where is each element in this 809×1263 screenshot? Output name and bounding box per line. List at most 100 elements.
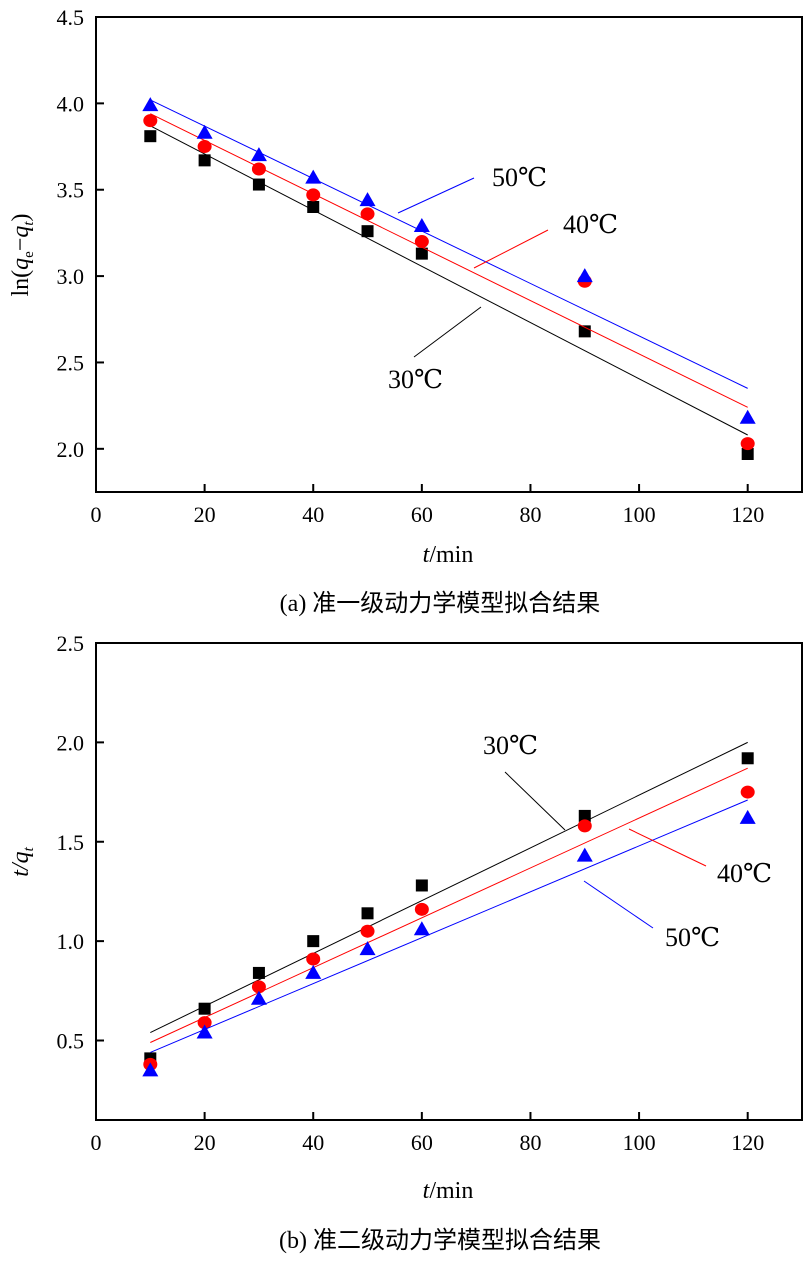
point-30c <box>198 1002 211 1015</box>
point-30c <box>252 178 265 191</box>
fit-line-40c <box>150 113 748 408</box>
point-50c <box>250 147 267 162</box>
point-40c <box>306 952 321 966</box>
point-50c <box>142 97 159 112</box>
annotation-30c-b: 30℃ <box>483 731 538 760</box>
x-tick-label: 20 <box>194 502 216 527</box>
chart-a-y-axis-label: ln(qe−qt) <box>8 213 37 296</box>
point-40c <box>251 162 266 176</box>
point-30c <box>361 907 374 920</box>
x-tick-label: 100 <box>623 1130 656 1155</box>
chart-b-marks <box>142 741 756 1077</box>
fit-line-40c <box>150 767 748 1043</box>
point-50c <box>359 192 376 207</box>
point-50c <box>576 268 593 283</box>
y-tick-label: 2.5 <box>57 631 85 656</box>
point-30c <box>307 935 320 948</box>
x-tick-label: 40 <box>302 1130 324 1155</box>
y-tick-label: 2.0 <box>57 437 85 462</box>
x-tick-label: 40 <box>302 502 324 527</box>
leader-50c-b <box>583 880 654 929</box>
chart-b-x-axis-label: t/min <box>423 1178 474 1204</box>
chart-b-y-axis-label: t/qt <box>8 846 37 876</box>
y-tick-label: 2.5 <box>57 350 85 375</box>
point-30c <box>415 247 428 260</box>
annotation-30c-a: 30℃ <box>388 365 443 394</box>
point-30c <box>198 154 211 167</box>
y-tick-label: 0.5 <box>57 1029 85 1054</box>
y-tick-label: 4.0 <box>57 91 85 116</box>
point-30c <box>741 752 754 765</box>
point-50c <box>739 409 756 424</box>
x-tick-label: 100 <box>623 502 656 527</box>
point-50c <box>305 964 322 979</box>
annotation-40c-b: 40℃ <box>717 859 772 888</box>
y-tick-label: 2.0 <box>57 730 85 755</box>
annotation-50c-a: 50℃ <box>492 163 547 192</box>
leader-50c-a <box>397 177 475 214</box>
point-40c <box>360 207 375 221</box>
y-label-q: q <box>8 258 34 270</box>
point-50c <box>359 941 376 956</box>
point-40c <box>360 924 375 938</box>
point-50c <box>196 1024 213 1039</box>
fit-line-30c <box>150 741 748 1033</box>
point-50c <box>739 809 756 824</box>
fit-line-50c <box>150 799 748 1053</box>
annotation-50c-b: 50℃ <box>665 923 720 952</box>
point-40c <box>740 785 755 799</box>
leader-30c-b <box>504 771 566 831</box>
point-30c <box>252 966 265 979</box>
point-40c <box>143 114 158 128</box>
chart-b-caption: (b) 准二级动力学模型拟合结果 <box>279 1227 601 1254</box>
y-label-sub-e: e <box>21 251 37 258</box>
leader-40c-a <box>473 229 549 269</box>
y-tick-label: 3.5 <box>57 178 85 203</box>
point-40c <box>197 140 212 154</box>
point-40c <box>414 902 429 916</box>
annotation-40c-a: 40℃ <box>563 210 618 239</box>
point-40c <box>414 235 429 249</box>
point-50c <box>413 218 430 232</box>
point-40c <box>306 188 321 202</box>
chart-b-ticks: 0 20 40 60 80 100 120 0.5 1.0 1.5 2.0 2.5 <box>57 631 765 1155</box>
point-50c <box>196 124 213 139</box>
x-label-unit: /min <box>429 542 473 568</box>
x-tick-label: 120 <box>731 1130 764 1155</box>
x-label-unit: /min <box>429 1178 473 1204</box>
point-50c <box>142 1062 159 1077</box>
point-30c <box>415 879 428 892</box>
point-50c <box>250 990 267 1005</box>
leader-30c-a <box>413 306 482 358</box>
x-tick-label: 60 <box>411 502 433 527</box>
point-50c <box>305 169 322 184</box>
y-label-suffix: ) <box>8 213 34 221</box>
x-tick-label: 60 <box>411 1130 433 1155</box>
point-30c <box>741 448 754 460</box>
point-50c <box>576 847 593 862</box>
y-tick-label: 1.5 <box>57 830 85 855</box>
point-30c <box>361 225 374 238</box>
y-label-minus: − <box>8 238 34 252</box>
chart-b: 0 20 40 60 80 100 120 0.5 1.0 1.5 2.0 2.5 t/min t/q… <box>8 631 803 1254</box>
point-30c <box>307 201 320 213</box>
x-tick-label: 80 <box>519 1130 541 1155</box>
y-tick-label: 3.0 <box>57 264 85 289</box>
point-40c <box>197 1016 212 1030</box>
chart-a-plot-frame <box>95 16 803 493</box>
x-label-t: t <box>423 542 431 568</box>
fit-line-30c <box>150 125 748 436</box>
chart-b-plot-frame <box>95 642 803 1121</box>
chart-a-marks <box>142 97 756 460</box>
point-40c <box>740 437 755 451</box>
x-tick-label: 120 <box>731 502 764 527</box>
y-label-sub-t: t <box>21 221 37 226</box>
y-tick-label: 4.5 <box>57 5 85 30</box>
x-label-t: t <box>423 1178 431 1204</box>
point-40c <box>577 819 592 833</box>
x-tick-label: 0 <box>91 502 102 527</box>
y-label-sub-t: t <box>21 846 37 851</box>
y-label-prefix: ln( <box>8 270 34 297</box>
fit-line-50c <box>150 99 748 389</box>
